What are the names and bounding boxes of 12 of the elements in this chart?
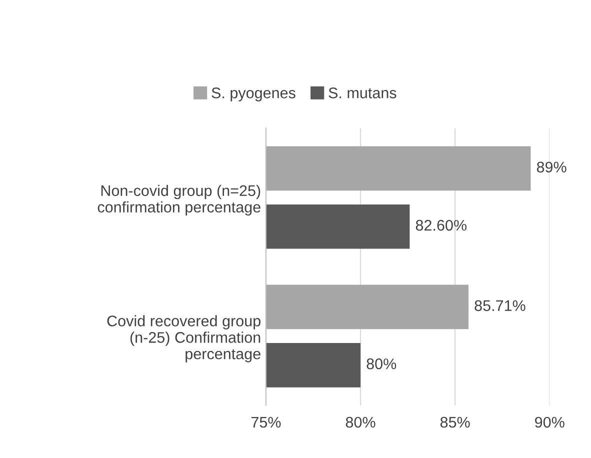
x-tick-label: 90% — [535, 416, 564, 428]
x-tick-label: 75% — [251, 416, 281, 428]
data-label: 80% — [366, 358, 396, 370]
data-label: 89% — [536, 162, 566, 173]
x-tick-label: 80% — [346, 416, 376, 428]
legend-label: S. mutans — [328, 88, 396, 98]
y-tick-label: Covid recovered group (n-25) Confirmation percentage — [107, 315, 260, 362]
legend-label: S. pyogenes — [212, 88, 296, 102]
x-tick-label: 85% — [440, 416, 470, 428]
data-label: 82.60% — [416, 220, 467, 231]
data-label: 85.71% — [474, 300, 526, 312]
y-tick-label: Non-covid group (n=25) confirmation percentage — [98, 184, 260, 216]
